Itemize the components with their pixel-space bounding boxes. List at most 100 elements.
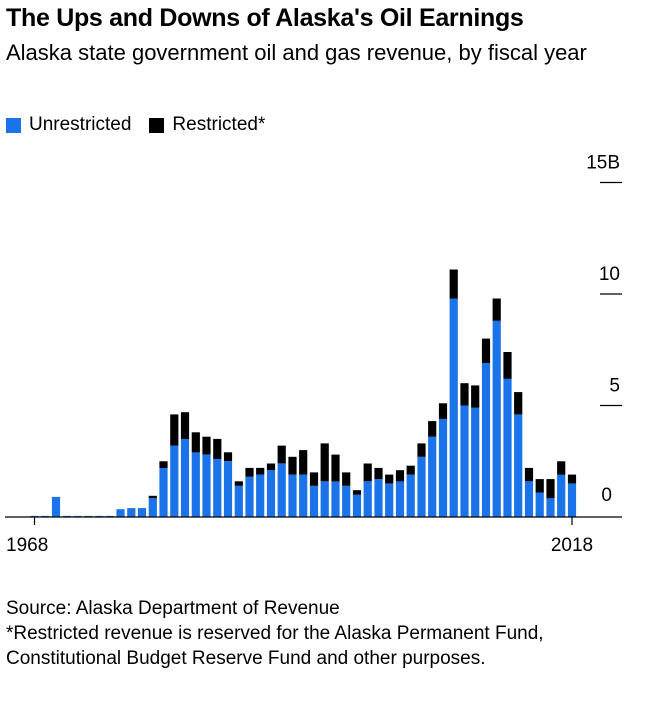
bar-restricted (342, 472, 351, 486)
bar-restricted (277, 445, 286, 464)
bar-restricted (159, 461, 168, 468)
bar-unrestricted (223, 461, 233, 518)
legend-swatch-unrestricted (6, 117, 21, 133)
bar-unrestricted (234, 485, 243, 517)
x-tick-label: 2018 (551, 535, 593, 556)
bar-unrestricted (170, 445, 179, 517)
bar-restricted (406, 465, 415, 475)
bar-unrestricted (449, 298, 458, 517)
bar-restricted (299, 450, 308, 475)
bar-unrestricted (481, 363, 491, 517)
bar-unrestricted (245, 476, 254, 517)
bar-unrestricted (385, 483, 394, 518)
bar-restricted (374, 467, 383, 480)
bar-restricted (438, 403, 448, 419)
bar-unrestricted (256, 474, 265, 517)
bar-unrestricted (116, 509, 125, 517)
bar-restricted (385, 474, 394, 484)
bar-unrestricted (202, 454, 211, 517)
legend-item-unrestricted: Unrestricted (6, 114, 131, 136)
bar-restricted (234, 481, 243, 486)
bar-unrestricted (299, 474, 308, 517)
bar-unrestricted (524, 481, 534, 517)
bar-unrestricted (546, 498, 555, 517)
bar-unrestricted (492, 320, 501, 517)
bar-unrestricted (127, 508, 136, 517)
source-text: Source: Alaska Department of Revenue (6, 598, 340, 619)
bar-unrestricted (180, 438, 190, 517)
bar-unrestricted (503, 378, 512, 517)
bar-restricted (546, 479, 555, 499)
bar-restricted (535, 479, 544, 493)
bar-restricted (503, 352, 512, 379)
bar-unrestricted (535, 492, 544, 517)
bar-restricted (288, 456, 297, 475)
y-tick-label: 10 (599, 264, 620, 285)
bar-unrestricted (363, 481, 372, 517)
bar-unrestricted (428, 436, 437, 517)
bar-restricted (557, 461, 566, 475)
bar-restricted (363, 463, 372, 482)
y-tick-label: 5 (609, 376, 620, 397)
legend: Unrestricted Restricted* (6, 114, 283, 136)
bar-restricted (460, 383, 469, 406)
bar-restricted (256, 467, 265, 475)
bar-restricted (170, 414, 179, 446)
legend-label-unrestricted: Unrestricted (29, 114, 132, 135)
bar-restricted (148, 495, 157, 498)
x-tick-label: 1968 (6, 535, 48, 556)
bar-restricted (492, 298, 501, 321)
bar-unrestricted (514, 414, 523, 517)
bar-unrestricted (406, 474, 415, 517)
bar-restricted (417, 443, 426, 457)
bar-restricted (428, 421, 437, 437)
bar-unrestricted (213, 459, 222, 517)
bar-unrestricted (567, 483, 577, 518)
bar-unrestricted (352, 494, 362, 517)
chart-subtitle: Alaska state government oil and gas reve… (6, 40, 587, 65)
bar-restricted (449, 269, 458, 299)
legend-item-restricted: Restricted* (149, 114, 265, 136)
bar-unrestricted (331, 481, 340, 517)
bar-unrestricted (395, 481, 405, 517)
y-tick-label: 0 (601, 485, 612, 506)
bar-restricted (320, 443, 329, 482)
y-tick-label: 15B (586, 153, 620, 174)
bar-restricted (352, 490, 362, 495)
bar-restricted (481, 338, 491, 364)
bar-unrestricted (557, 474, 566, 517)
bar-unrestricted (266, 470, 276, 517)
bar-unrestricted (277, 463, 286, 517)
legend-swatch-restricted (149, 117, 165, 133)
bar-unrestricted (51, 496, 61, 517)
chart-title: The Ups and Downs of Alaska's Oil Earnin… (6, 4, 524, 32)
bar-restricted (223, 452, 233, 462)
bar-unrestricted (191, 452, 200, 517)
bar-unrestricted (460, 405, 469, 517)
bar-unrestricted (148, 498, 157, 517)
bar-restricted (331, 454, 340, 482)
bar-restricted (191, 432, 200, 453)
bar-restricted (213, 438, 222, 459)
source-notes: Source: Alaska Department of Revenue *Re… (6, 596, 636, 671)
bar-restricted (567, 474, 577, 484)
bar-unrestricted (320, 481, 329, 517)
bar-unrestricted (309, 485, 319, 517)
bar-restricted (202, 436, 211, 455)
bar-unrestricted (471, 407, 480, 517)
bar-unrestricted (342, 485, 351, 517)
bar-unrestricted (137, 508, 147, 517)
bar-restricted (266, 463, 276, 471)
footnote-text: *Restricted revenue is reserved for the … (6, 623, 544, 669)
bar-chart: 0 5 10 15B 1968 2018 (5, 153, 622, 556)
bar-restricted (309, 472, 319, 486)
bar-restricted (514, 392, 523, 415)
bar-unrestricted (159, 467, 168, 517)
bar-restricted (245, 467, 254, 477)
bar-unrestricted (374, 479, 383, 517)
bar-restricted (471, 385, 480, 408)
bar-unrestricted (438, 418, 448, 517)
bar-restricted (395, 470, 405, 482)
legend-label-restricted: Restricted* (172, 114, 266, 135)
bar-restricted (524, 467, 534, 482)
